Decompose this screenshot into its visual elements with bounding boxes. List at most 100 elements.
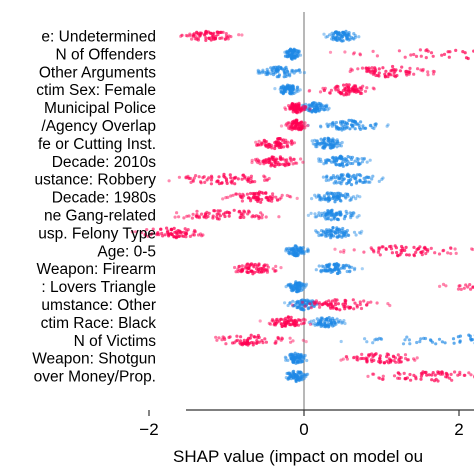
point-low — [340, 140, 344, 145]
point-high — [240, 33, 244, 37]
point-low — [294, 69, 298, 73]
point-low — [328, 230, 332, 234]
point-high — [385, 355, 389, 359]
point-high — [253, 335, 257, 339]
point-low — [312, 319, 316, 323]
point-low — [311, 101, 315, 105]
point-high — [327, 299, 331, 303]
point-low — [300, 307, 304, 311]
point-high — [180, 33, 184, 37]
point-high — [224, 31, 228, 36]
point-low — [348, 198, 352, 202]
point-high — [287, 162, 291, 166]
point-high — [432, 379, 437, 383]
point-high — [342, 250, 346, 254]
point-high — [274, 157, 279, 161]
point-low — [341, 178, 345, 182]
point-low — [291, 304, 295, 308]
point-low — [315, 317, 319, 321]
point-low — [353, 266, 357, 270]
point-high — [426, 70, 430, 74]
point-low — [330, 210, 334, 214]
feature-label: over Money/Prop. — [34, 369, 156, 386]
point-high — [264, 191, 268, 195]
point-high — [246, 212, 250, 216]
point-high — [254, 140, 258, 144]
point-low — [335, 191, 339, 195]
point-high — [260, 213, 264, 217]
point-high — [209, 182, 213, 186]
point-low — [296, 68, 300, 73]
point-low — [345, 269, 349, 274]
point-high — [261, 341, 265, 345]
point-high — [270, 197, 274, 201]
point-low — [335, 235, 339, 239]
feature-row — [284, 280, 474, 294]
point-low — [333, 36, 337, 40]
feature-row — [283, 298, 392, 312]
point-high — [444, 375, 448, 379]
point-low — [326, 264, 330, 268]
point-high — [240, 177, 244, 181]
point-low — [292, 47, 296, 51]
point-low — [284, 86, 288, 90]
point-high — [454, 251, 458, 255]
point-high — [240, 342, 244, 346]
point-low — [326, 34, 330, 39]
point-low — [306, 248, 310, 252]
point-high — [273, 160, 277, 164]
point-low — [284, 358, 288, 362]
point-low — [347, 173, 351, 177]
point-high — [167, 179, 171, 183]
point-low — [319, 233, 323, 237]
point-high — [426, 249, 430, 253]
point-high — [339, 358, 343, 362]
point-high — [214, 34, 218, 38]
point-low — [305, 298, 309, 302]
point-high — [233, 265, 237, 270]
point-low — [345, 211, 349, 216]
point-high — [274, 264, 278, 268]
point-low — [360, 160, 365, 164]
point-low — [363, 179, 368, 183]
point-high — [260, 197, 264, 202]
point-high — [265, 195, 269, 199]
point-low — [355, 194, 359, 198]
point-low — [332, 31, 336, 35]
point-high — [393, 356, 397, 360]
point-low — [340, 128, 344, 132]
point-low — [340, 321, 344, 325]
point-high — [372, 87, 376, 91]
point-high — [240, 199, 244, 203]
point-high — [456, 287, 461, 291]
point-high — [175, 211, 179, 215]
point-high — [404, 377, 408, 381]
point-low — [363, 337, 367, 341]
point-low — [346, 36, 350, 40]
point-low — [339, 266, 344, 270]
point-high — [366, 374, 370, 378]
point-high — [334, 307, 339, 311]
point-low — [347, 118, 351, 122]
point-high — [387, 72, 391, 76]
point-low — [292, 372, 296, 376]
point-high — [210, 35, 214, 39]
point-high — [130, 230, 134, 234]
point-high — [265, 178, 269, 182]
point-high — [436, 370, 440, 374]
point-high — [342, 248, 346, 252]
point-low — [329, 218, 333, 222]
point-high — [402, 371, 406, 375]
point-high — [408, 372, 412, 377]
point-low — [298, 354, 302, 358]
point-high — [200, 212, 204, 216]
point-high — [269, 161, 273, 165]
feature-label: N of Offenders — [55, 46, 156, 63]
point-high — [241, 213, 245, 217]
point-low — [340, 39, 344, 43]
point-high — [145, 228, 149, 232]
point-high — [352, 248, 356, 252]
point-low — [317, 157, 321, 161]
point-low — [344, 234, 348, 238]
